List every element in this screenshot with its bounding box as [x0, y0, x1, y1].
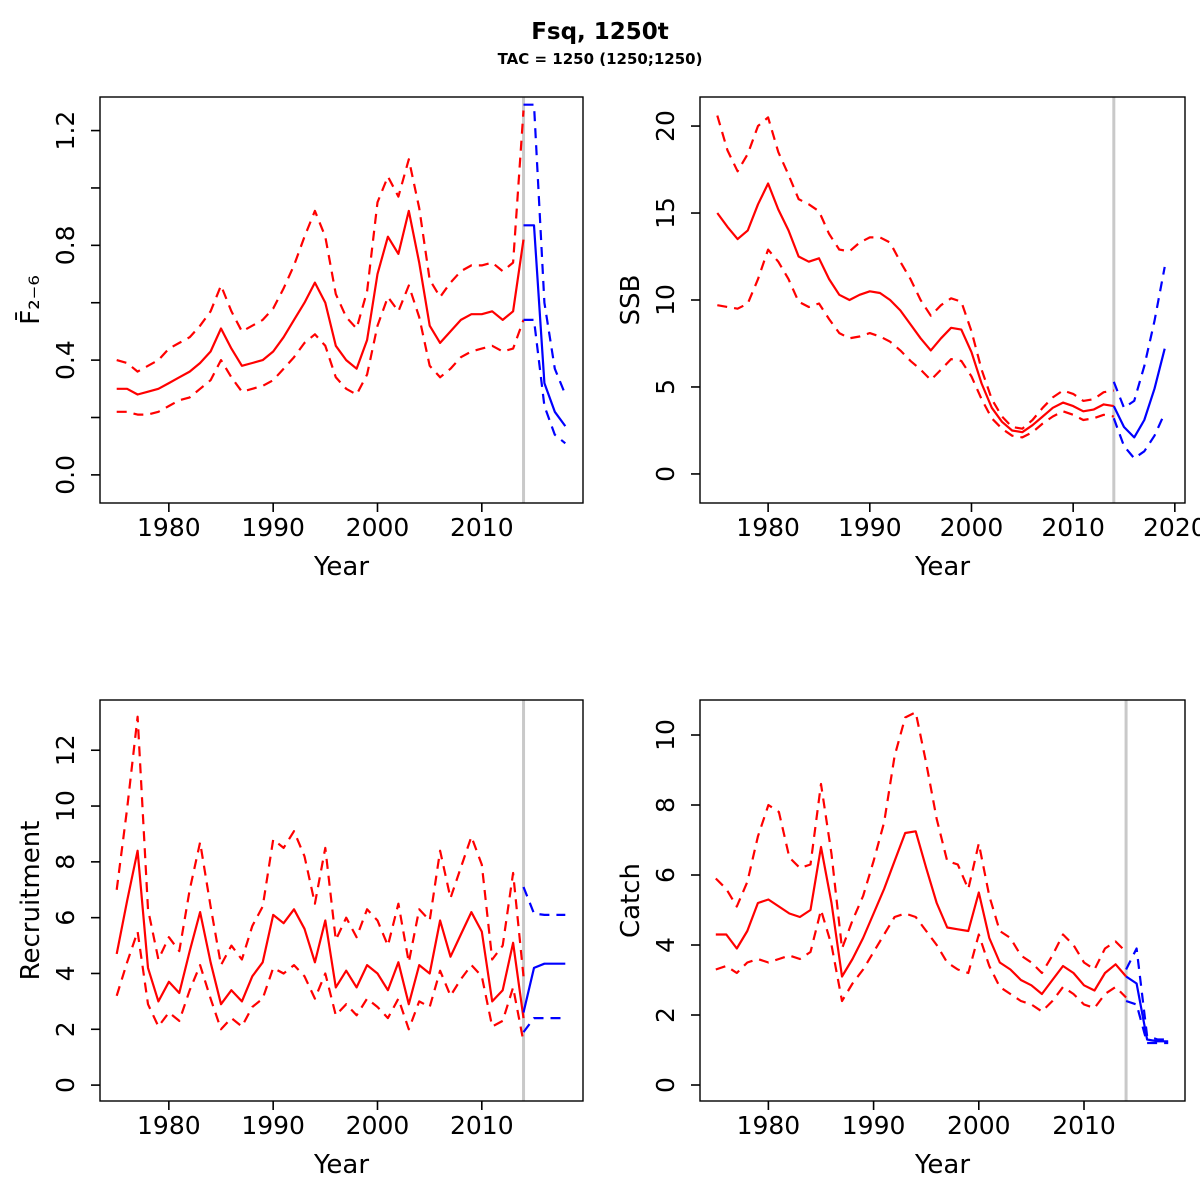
y-tick-label: 10	[51, 790, 80, 822]
forecast-forecast-upper-line	[522, 886, 566, 917]
historic-historic-upper-line	[716, 115, 1114, 430]
forecast-forecast-median-line	[523, 224, 567, 427]
y-tick-label: 6	[51, 910, 80, 926]
panel-border	[699, 96, 1186, 504]
panel-catch: 1980 1990 2000 2010 0 2 4 6 8 10 Year Catch	[616, 699, 1186, 1180]
y-tick-label: 5	[651, 379, 680, 395]
x-tick-label: 2000	[346, 1111, 410, 1140]
y-tick-label: 8	[651, 797, 680, 813]
x-tick-label: 1980	[137, 1111, 201, 1140]
forecast-forecast-lower-line	[522, 1016, 566, 1033]
x-tick-label: 1990	[241, 513, 305, 542]
historic-historic-lower-line	[115, 930, 525, 1043]
x-tick-label: 2010	[1041, 513, 1105, 542]
y-axis-label: Recruitment	[16, 821, 46, 981]
forecast-forecast-lower-line	[1112, 412, 1166, 460]
historic-historic-median-line	[116, 209, 525, 396]
historic-historic-lower-line	[116, 284, 525, 416]
x-tick-label: 2000	[947, 1111, 1011, 1140]
forecast-forecast-upper-line	[523, 103, 567, 395]
series-group	[715, 711, 1169, 1045]
x-tick-label: 1990	[241, 1111, 305, 1140]
x-axis-label: Year	[914, 1150, 970, 1180]
forecast-forecast-median-line	[522, 962, 566, 1013]
x-tick-label: 2020	[1143, 513, 1200, 542]
x-tick-label: 2000	[940, 513, 1004, 542]
panel-border	[99, 699, 584, 1102]
historic-historic-median-line	[715, 830, 1127, 996]
y-axis-label: Catch	[616, 863, 646, 938]
x-tick-label: 1980	[737, 1111, 801, 1140]
forecast-forecast-median-line	[1112, 348, 1166, 439]
y-tick-label: 2	[51, 1021, 80, 1037]
x-tick-label: 2010	[450, 513, 514, 542]
series-group	[116, 103, 567, 445]
x-axis-label: Year	[313, 552, 369, 582]
forecast-forecast-upper-line	[1112, 266, 1166, 409]
y-tick-label: 12	[51, 734, 80, 766]
y-axis-label: F̄₂₋₆	[14, 275, 46, 325]
forecast-forecast-median-line	[1125, 975, 1169, 1043]
x-tick-label: 1990	[842, 1111, 906, 1140]
series-group	[115, 715, 566, 1043]
x-tick-label: 1980	[736, 513, 800, 542]
y-tick-label: 0	[651, 1077, 680, 1093]
historic-historic-upper-line	[116, 110, 525, 373]
y-tick-label: 20	[651, 110, 680, 142]
figure-subtitle: TAC = 1250 (1250;1250)	[497, 50, 703, 68]
y-tick-label: 0	[651, 466, 680, 482]
y-axis-label: SSB	[616, 275, 646, 326]
historic-historic-lower-line	[717, 248, 1114, 439]
x-axis-label: Year	[313, 1150, 369, 1180]
y-tick-label: 6	[651, 867, 680, 883]
historic-historic-lower-line	[715, 908, 1127, 1013]
forecast-forecast-lower-line	[1125, 999, 1169, 1045]
y-tick-label: 10	[651, 284, 680, 316]
series-group	[716, 115, 1166, 460]
panel-border	[699, 699, 1186, 1102]
panel-recruitment: 1980 1990 2000 2010 0 2 4 6 8 10 12 Year Recruitment	[16, 699, 584, 1180]
x-tick-label: 2010	[450, 1111, 514, 1140]
forecast-forecast-lower-line	[523, 318, 566, 445]
historic-historic-upper-line	[715, 711, 1127, 975]
forecast-forecast-upper-line	[1125, 947, 1169, 1041]
historic-historic-median-line	[716, 182, 1114, 434]
x-tick-label: 1990	[838, 513, 902, 542]
x-axis-label: Year	[914, 552, 970, 582]
y-tick-label: 1.2	[51, 111, 80, 151]
y-tick-label: 10	[651, 719, 680, 751]
y-tick-label: 0.0	[51, 455, 80, 495]
y-tick-label: 8	[51, 854, 80, 870]
y-tick-label: 4	[651, 937, 680, 953]
y-tick-label: 0.4	[51, 340, 80, 380]
panel-ssb: 1980 1990 2000 2010 2020 0 5 10 15 20 Year SSB	[616, 96, 1200, 582]
x-tick-label: 2000	[346, 513, 410, 542]
x-tick-label: 1980	[137, 513, 201, 542]
y-tick-label: 4	[51, 966, 80, 982]
panel-border	[99, 96, 584, 504]
panel-fbar: 1980 1990 2000 2010 0.0 0.4 0.8 1.2 Year F̄₂₋₆	[14, 96, 584, 582]
historic-historic-median-line	[115, 849, 525, 1019]
y-tick-label: 0	[51, 1077, 80, 1093]
y-tick-label: 15	[651, 197, 680, 229]
figure-title: Fsq, 1250t	[531, 19, 669, 45]
x-tick-label: 2010	[1052, 1111, 1116, 1140]
y-tick-label: 0.8	[51, 225, 80, 265]
y-tick-label: 2	[651, 1007, 680, 1023]
